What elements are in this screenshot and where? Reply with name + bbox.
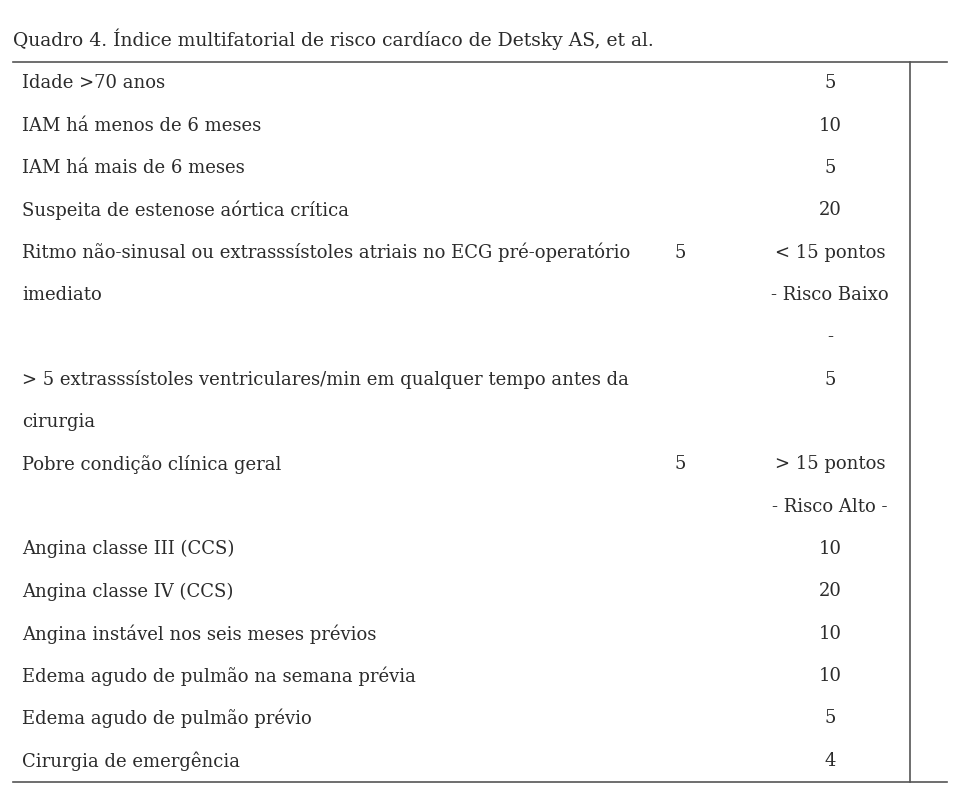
Text: Suspeita de estenose aórtica crítica: Suspeita de estenose aórtica crítica	[22, 201, 349, 220]
Text: 5: 5	[825, 710, 836, 727]
Text: 4: 4	[825, 752, 836, 770]
Text: 10: 10	[819, 540, 842, 558]
Text: 20: 20	[819, 202, 841, 219]
Text: Pobre condição clínica geral: Pobre condição clínica geral	[22, 455, 281, 474]
Text: imediato: imediato	[22, 286, 102, 304]
Text: 5: 5	[825, 74, 836, 92]
Text: cirurgia: cirurgia	[22, 413, 95, 431]
Text: Angina classe IV (CCS): Angina classe IV (CCS)	[22, 582, 233, 601]
Text: Angina classe III (CCS): Angina classe III (CCS)	[22, 540, 234, 558]
Text: 5: 5	[674, 455, 685, 474]
Text: > 15 pontos: > 15 pontos	[775, 455, 885, 474]
Text: IAM há menos de 6 meses: IAM há menos de 6 meses	[22, 117, 261, 134]
Text: Angina instável nos seis meses prévios: Angina instável nos seis meses prévios	[22, 624, 376, 643]
Text: Edema agudo de pulmão na semana prévia: Edema agudo de pulmão na semana prévia	[22, 666, 416, 686]
Text: - Risco Alto -: - Risco Alto -	[772, 498, 888, 516]
Text: > 5 extrasssístoles ventriculares/min em qualquer tempo antes da: > 5 extrasssístoles ventriculares/min em…	[22, 370, 629, 389]
Text: Edema agudo de pulmão prévio: Edema agudo de pulmão prévio	[22, 709, 312, 728]
Text: 10: 10	[819, 117, 842, 134]
Text: 5: 5	[674, 243, 685, 262]
Text: 10: 10	[819, 667, 842, 685]
Text: Quadro 4. Índice multifatorial de risco cardíaco de Detsky AS, et al.: Quadro 4. Índice multifatorial de risco …	[13, 28, 654, 50]
Text: 10: 10	[819, 625, 842, 642]
Text: 20: 20	[819, 582, 841, 601]
Text: - Risco Baixo: - Risco Baixo	[771, 286, 889, 304]
Text: Idade >70 anos: Idade >70 anos	[22, 74, 165, 92]
Text: 5: 5	[825, 370, 836, 389]
Text: 5: 5	[825, 159, 836, 177]
Text: IAM há mais de 6 meses: IAM há mais de 6 meses	[22, 159, 245, 177]
Text: < 15 pontos: < 15 pontos	[775, 243, 885, 262]
Text: -: -	[827, 328, 833, 346]
Text: Cirurgia de emergência: Cirurgia de emergência	[22, 751, 240, 770]
Text: Ritmo não-sinusal ou extrasssístoles atriais no ECG pré-operatório: Ritmo não-sinusal ou extrasssístoles atr…	[22, 243, 631, 262]
